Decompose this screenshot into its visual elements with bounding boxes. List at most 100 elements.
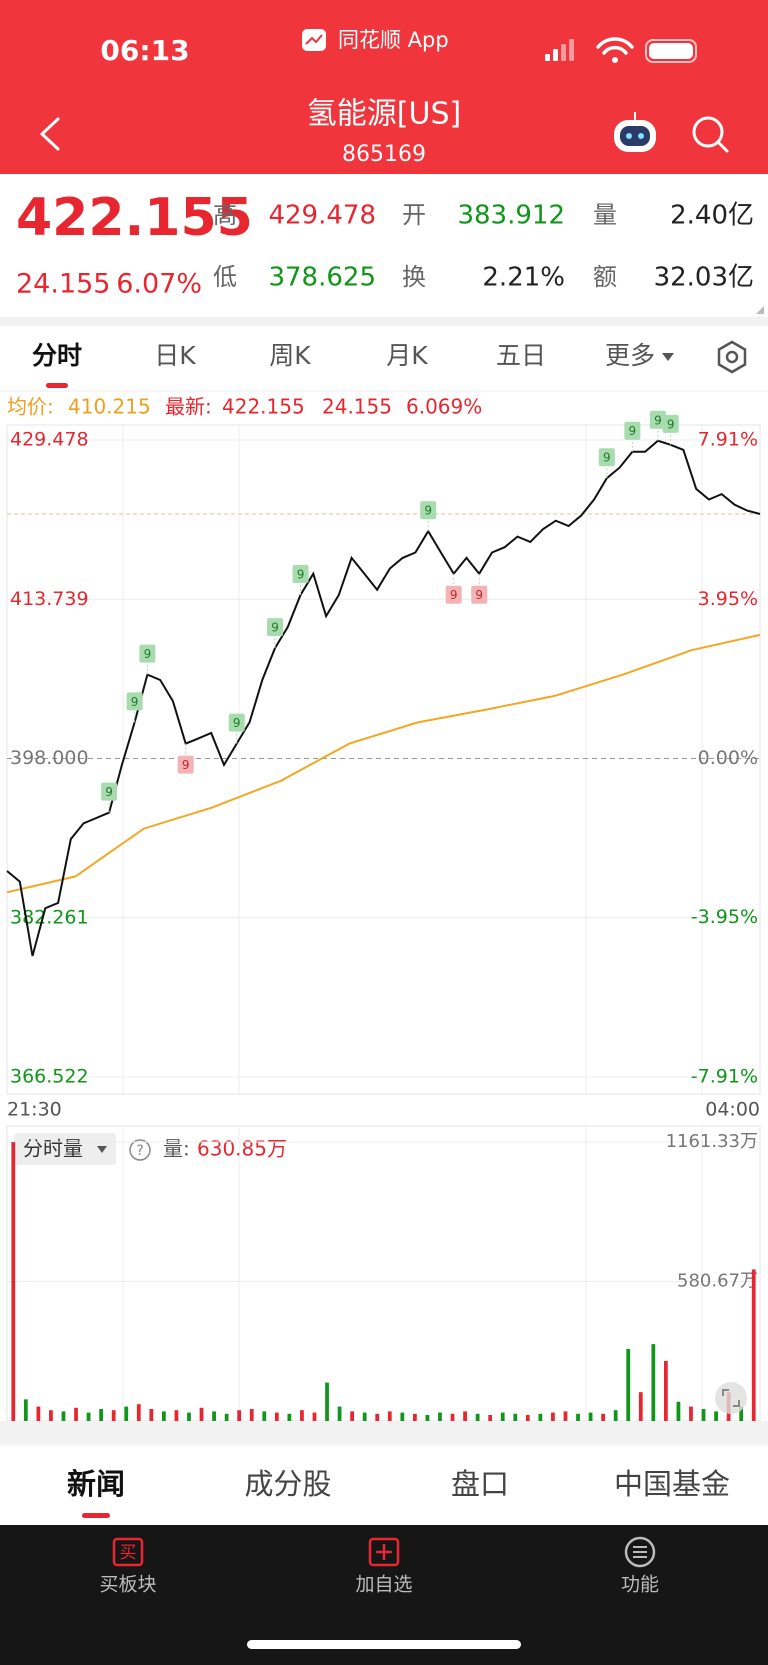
marker xyxy=(267,618,284,637)
tab-indicator xyxy=(46,383,68,388)
volume-bar xyxy=(425,1414,430,1421)
volume-bar xyxy=(212,1411,216,1421)
marker-label: 9 xyxy=(603,451,611,465)
time: 06:13 xyxy=(100,34,189,67)
volume-bar xyxy=(161,1411,166,1421)
y2-tick-label: 0.00% xyxy=(698,747,758,769)
menu-icon-lines xyxy=(633,1546,647,1558)
volume-bar xyxy=(174,1410,179,1421)
volume-bar xyxy=(237,1410,242,1421)
volume-bar xyxy=(513,1413,518,1421)
volume-title: 分时量 xyxy=(23,1137,83,1161)
y-tick-label: 398.000 xyxy=(10,747,89,769)
tab[interactable]: 分时 xyxy=(32,341,82,370)
help-button[interactable] xyxy=(129,1139,151,1161)
volume-bar xyxy=(49,1410,53,1421)
marker xyxy=(471,585,488,604)
volume-bar xyxy=(23,1399,28,1421)
marker-label: 9 xyxy=(182,758,190,772)
volume-bar xyxy=(488,1414,493,1421)
tab[interactable]: 月K xyxy=(386,341,428,370)
marker-label: 9 xyxy=(424,504,432,518)
fullscreen-button[interactable] xyxy=(715,1382,747,1414)
marker-label: 9 xyxy=(144,647,152,661)
stat-label: 开 xyxy=(402,201,426,229)
title: 氢能源[US] xyxy=(307,97,461,132)
wifi xyxy=(596,37,634,55)
volume-bar xyxy=(337,1406,342,1421)
x-tick-label: 04:00 xyxy=(705,1099,760,1121)
latest-label: 最新: xyxy=(165,395,212,419)
volume-bar xyxy=(362,1412,367,1421)
wifi-dot xyxy=(612,57,618,63)
add-icon-plus xyxy=(376,1544,392,1560)
marker xyxy=(445,585,462,604)
code: 865169 xyxy=(342,142,426,167)
latest-pct: 6.069% xyxy=(406,395,482,419)
y2-tick-label: 7.91% xyxy=(698,429,758,451)
marker-label: 9 xyxy=(297,567,305,581)
volume-bar xyxy=(714,1411,718,1421)
help-icon: ? xyxy=(136,1143,143,1159)
volume-bar xyxy=(325,1382,329,1421)
volume-bar xyxy=(199,1407,204,1421)
buy-icon-text: 买 xyxy=(120,1543,137,1563)
app-name: 同花顺 App xyxy=(338,28,449,52)
volume-bar xyxy=(701,1408,706,1421)
bottom-tab[interactable]: 新闻 xyxy=(67,1467,125,1501)
bottom-tab[interactable]: 盘口 xyxy=(451,1467,509,1501)
marker-label: 9 xyxy=(475,588,483,602)
volume-bar xyxy=(525,1414,530,1421)
marker-label: 9 xyxy=(271,621,279,635)
marker xyxy=(662,414,679,433)
bottom-tab[interactable]: 中国基金 xyxy=(614,1467,730,1501)
marker xyxy=(292,564,309,583)
buy-icon[interactable] xyxy=(112,1537,144,1567)
back-button[interactable] xyxy=(39,117,60,151)
volume-bar xyxy=(312,1412,317,1421)
volume-selector[interactable] xyxy=(14,1133,116,1165)
stat-label: 高 xyxy=(213,201,237,229)
marker-label: 9 xyxy=(450,588,458,602)
tab[interactable]: 五日 xyxy=(496,341,546,370)
stat-label: 低 xyxy=(213,263,237,291)
stat-label: 量 xyxy=(593,201,617,229)
stat-label: 换 xyxy=(402,263,426,291)
volume-bar xyxy=(11,1142,16,1421)
battery xyxy=(645,39,697,63)
assistant-button[interactable] xyxy=(614,112,656,152)
bottom-tab[interactable]: 成分股 xyxy=(244,1467,331,1501)
change: 24.155 xyxy=(16,269,110,300)
marker-label: 9 xyxy=(667,417,675,431)
tab[interactable]: 周K xyxy=(269,341,311,370)
tab[interactable]: 日K xyxy=(154,341,196,370)
change-pct: 6.07% xyxy=(116,269,202,300)
volume-bar xyxy=(412,1413,417,1421)
separator xyxy=(0,317,768,326)
volume-bar xyxy=(99,1408,104,1421)
y-tick-label: 366.522 xyxy=(10,1066,89,1088)
price: 422.155 xyxy=(16,188,253,248)
search-button[interactable] xyxy=(692,116,729,153)
volume-bar xyxy=(739,1406,744,1421)
volume-frame xyxy=(6,1125,761,1422)
settings-button[interactable] xyxy=(717,340,747,374)
avg-value: 410.215 xyxy=(68,395,151,419)
marker xyxy=(177,755,194,774)
stat-value: 429.478 xyxy=(268,201,376,231)
volume-bar xyxy=(224,1413,229,1421)
stat-value: 2.40亿 xyxy=(670,201,754,231)
marker xyxy=(228,713,245,732)
y-tick-label: 1161.33万 xyxy=(666,1131,758,1152)
volume-bar xyxy=(375,1413,380,1421)
tab[interactable]: 更多 xyxy=(605,341,655,370)
marker-label: 9 xyxy=(233,716,241,730)
volume-bar xyxy=(450,1413,455,1421)
marker-label: 9 xyxy=(654,413,662,427)
add-icon[interactable] xyxy=(368,1537,400,1567)
menu-icon[interactable] xyxy=(624,1536,656,1568)
y-tick-label: 429.478 xyxy=(10,429,89,451)
avg-label: 均价: xyxy=(7,395,54,419)
volume-bar xyxy=(61,1411,66,1421)
corner xyxy=(756,306,764,314)
